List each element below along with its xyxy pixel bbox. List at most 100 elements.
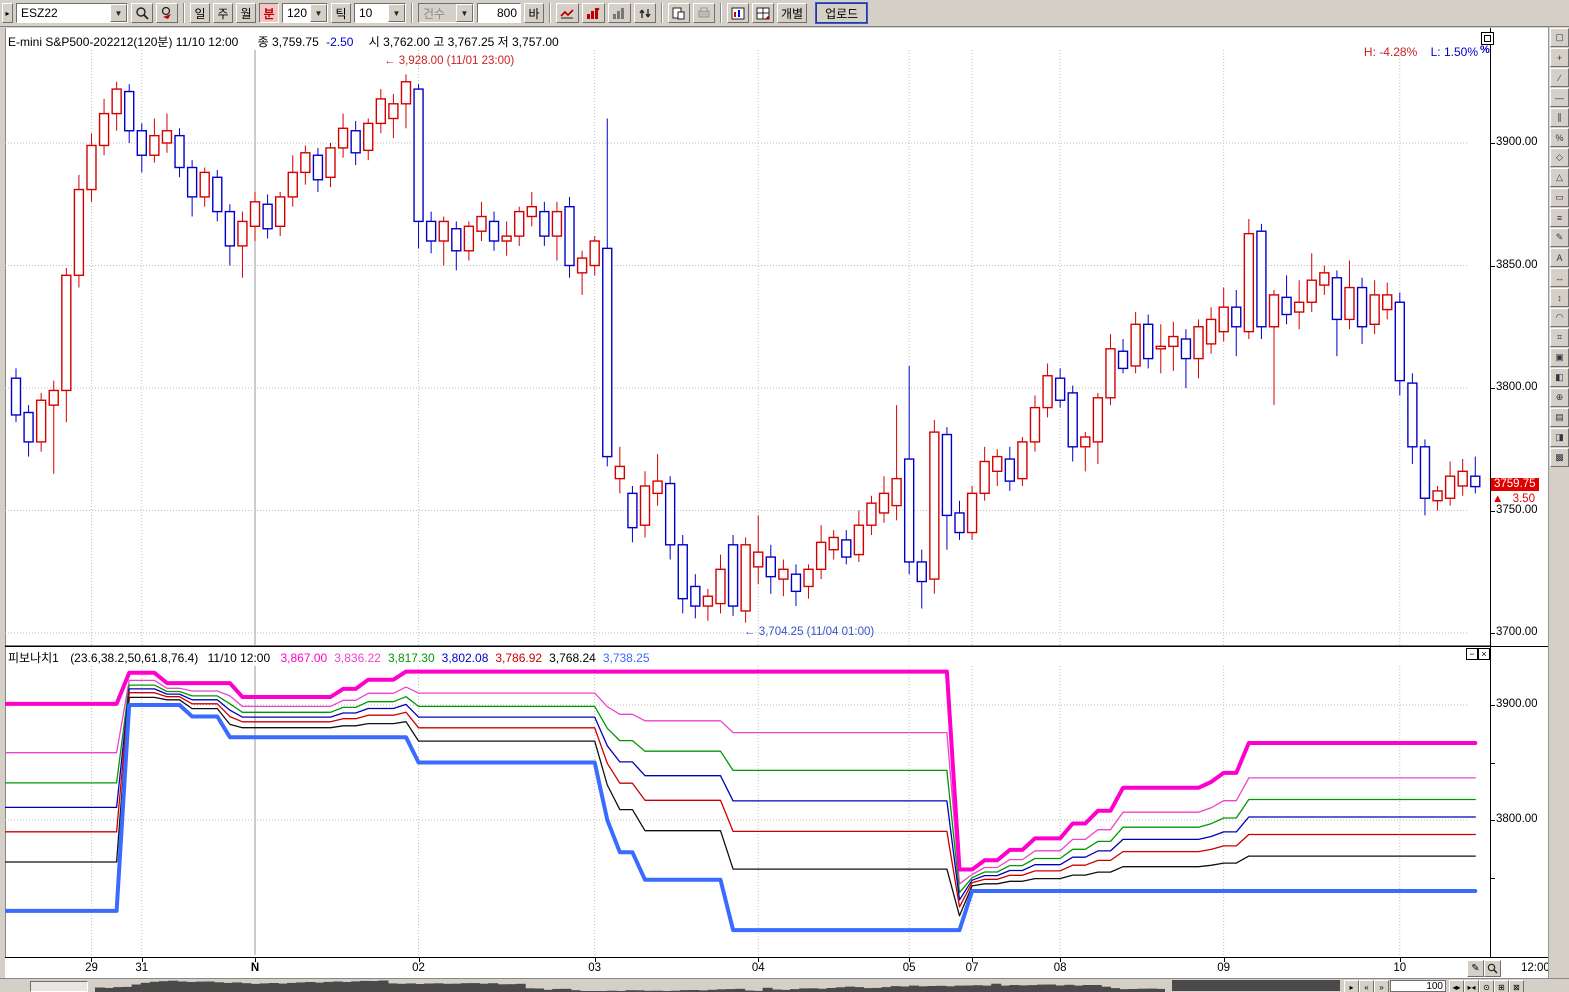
pane-divider[interactable]: [5, 646, 1548, 647]
candle-up: [325, 147, 336, 179]
ohl-readout: 시 3,762.00 고 3,767.25 저 3,757.00: [368, 35, 559, 49]
fit-button[interactable]: ⊞: [1494, 980, 1509, 992]
price-change-badge: ▲ 3.50: [1492, 493, 1535, 505]
tool-button-17[interactable]: ◧: [1550, 368, 1569, 387]
toolbar-separator: [661, 3, 663, 23]
bar-unit-button[interactable]: 바: [524, 3, 544, 23]
tool-button-5[interactable]: %: [1550, 128, 1569, 147]
period-month-button[interactable]: 월: [236, 3, 256, 23]
candle-up: [1042, 375, 1053, 409]
minimap-bar: [1009, 985, 1020, 992]
time-axis[interactable]: ✎ 12:00 29 31 N 02 03 04 05 07 08 09 10: [5, 957, 1550, 978]
bars-visible-input[interactable]: [1390, 980, 1446, 992]
period-minute-button[interactable]: 분: [259, 3, 279, 23]
minimap-bar: [1119, 989, 1130, 992]
candle-up: [1444, 475, 1456, 499]
tool-button-9[interactable]: ≡: [1550, 208, 1569, 227]
pane-maximize-button[interactable]: [1481, 32, 1494, 45]
minimap-bar: [982, 985, 993, 992]
trendline-tool-button[interactable]: [556, 3, 579, 23]
upload-button[interactable]: 업로드: [816, 3, 868, 23]
axis-date-label: 02: [412, 962, 425, 974]
auto-scale-button[interactable]: ⊙: [1479, 980, 1494, 992]
main-chart-title: E-mini S&P500-202212(120분) 11/10 12:00 종…: [8, 33, 559, 50]
price-chart-canvas: [5, 50, 1490, 955]
tool-button-20[interactable]: ◨: [1550, 428, 1569, 447]
minimap-bar: [671, 990, 682, 992]
tool-button-16[interactable]: ▣: [1550, 348, 1569, 367]
period-week-button[interactable]: 주: [213, 3, 233, 23]
scroll-play-button[interactable]: ▸: [1344, 980, 1359, 992]
tool-button-18[interactable]: ⊕: [1550, 388, 1569, 407]
toolbar-separator: [183, 3, 185, 23]
tool-button-14[interactable]: ◠: [1550, 308, 1569, 327]
reset-view-button[interactable]: ⊠: [1509, 980, 1524, 992]
grid-settings-button[interactable]: [752, 3, 774, 23]
scroll-left-button[interactable]: «: [1359, 980, 1374, 992]
candle-up: [778, 568, 789, 580]
minimap-range-box[interactable]: [30, 981, 88, 992]
individual-button[interactable]: 개별: [777, 3, 808, 23]
candle-down: [1419, 446, 1431, 499]
candle-up: [463, 225, 475, 252]
bar-count-input[interactable]: [477, 3, 521, 23]
period-day-button[interactable]: 일: [190, 3, 210, 23]
axis-date-label: N: [250, 962, 260, 974]
chevron-down-icon[interactable]: ▼: [310, 4, 327, 22]
indicator-settings-button[interactable]: [727, 3, 749, 23]
candle-up: [35, 399, 47, 443]
tool-button-2[interactable]: ∕: [1550, 68, 1569, 87]
collapse-handle-icon[interactable]: ▸: [2, 3, 13, 23]
fib-minimize-button[interactable]: −: [1466, 648, 1478, 660]
count-label: 건수: [423, 6, 446, 21]
tool-button-8[interactable]: ▭: [1550, 188, 1569, 207]
tool-button-0[interactable]: ▢: [1550, 28, 1569, 47]
fib-low-line: [5, 703, 1478, 933]
chevron-down-icon[interactable]: ▼: [110, 4, 127, 22]
tick-interval-combo[interactable]: 10 ▼: [354, 3, 406, 23]
tool-button-11[interactable]: A: [1550, 248, 1569, 267]
minimap-bar: [259, 983, 270, 992]
fib-value: 3,802.08: [441, 651, 489, 665]
tool-button-21[interactable]: ▩: [1550, 448, 1569, 467]
symbol-combo[interactable]: ESZ22 ▼: [16, 3, 128, 23]
percent-scale-button[interactable]: %: [1480, 44, 1490, 56]
tool-button-13[interactable]: ↕: [1550, 288, 1569, 307]
scroll-right-button[interactable]: »: [1374, 980, 1389, 992]
zoom-in-x-button[interactable]: ▸◂: [1464, 980, 1479, 992]
tool-button-4[interactable]: ∥: [1550, 108, 1569, 127]
scrollbar-thumb[interactable]: [1172, 980, 1340, 991]
fib-name: 피보나치1: [8, 651, 59, 665]
draw-button[interactable]: ✎: [1467, 960, 1484, 977]
copy-chart-button[interactable]: [668, 3, 690, 23]
tool-button-19[interactable]: ▤: [1550, 408, 1569, 427]
fib-close-button[interactable]: ×: [1478, 648, 1490, 660]
axis-zoom-button[interactable]: [1484, 960, 1501, 977]
zoom-reset-button[interactable]: [156, 3, 178, 23]
tool-button-3[interactable]: ―: [1550, 88, 1569, 107]
minimap-bar: [899, 986, 910, 992]
tool-button-10[interactable]: ✎: [1550, 228, 1569, 247]
candle-down: [602, 247, 613, 458]
minimap-bar: [168, 980, 179, 992]
price-axis[interactable]: 3900.00 3850.00 3800.00 3750.00 3700.00 3900.…: [1490, 28, 1549, 957]
axis-price-label: 3900.00: [1496, 698, 1538, 710]
sort-updown-button[interactable]: [634, 3, 656, 23]
tool-button-6[interactable]: ◇: [1550, 148, 1569, 167]
tool-button-15[interactable]: ⌗: [1550, 328, 1569, 347]
axis-tick: [594, 958, 596, 962]
zoom-out-x-button[interactable]: ◂▸: [1449, 980, 1464, 992]
bar-chart-button[interactable]: [608, 3, 631, 23]
chart-plot-area[interactable]: [5, 28, 1491, 957]
tick-button[interactable]: 틱: [331, 3, 351, 23]
minimap-bar: [341, 982, 352, 992]
volume-indicator-button[interactable]: [582, 3, 605, 23]
axis-date-label: 10: [1393, 962, 1407, 974]
interval-combo[interactable]: 120 ▼: [282, 3, 328, 23]
zoom-in-button[interactable]: [131, 3, 153, 23]
tool-button-1[interactable]: +: [1550, 48, 1569, 67]
tool-button-12[interactable]: ↔: [1550, 268, 1569, 287]
minimap-bar: [1101, 986, 1111, 992]
chevron-down-icon[interactable]: ▼: [388, 4, 405, 22]
tool-button-7[interactable]: △: [1550, 168, 1569, 187]
